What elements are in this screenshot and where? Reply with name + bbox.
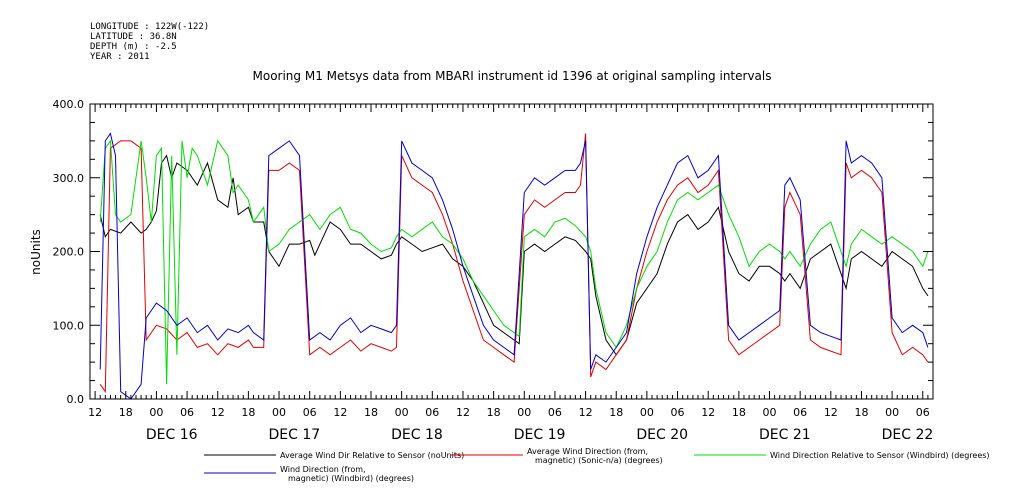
day-label: DEC 19 xyxy=(514,427,566,443)
series-layer xyxy=(99,132,929,399)
legend-label-2: magnetic) (Sonic-n/a) (degrees) xyxy=(535,456,663,465)
day-label: DEC 21 xyxy=(759,427,811,443)
y-axis: 0.0 100.0 200.0 300.0 400.0 xyxy=(53,98,933,406)
year-text: YEAR : 2011 xyxy=(90,52,150,62)
legend-label-4: Wind Direction (from, xyxy=(280,465,366,474)
x-tick-label: 12 xyxy=(88,406,102,419)
day-label: DEC 20 xyxy=(636,427,688,443)
day-label: DEC 17 xyxy=(269,427,321,443)
y-tick-label: 100.0 xyxy=(53,319,85,332)
x-axis: 12 18 00 06 12 18 00 06 12 18 00 06 12 18 00 06 12 18 00 06… xyxy=(88,104,934,443)
x-tick-label: 18 xyxy=(487,406,501,419)
x-tick-label: 06 xyxy=(180,406,194,419)
y-axis-label: noUnits xyxy=(29,229,43,275)
x-tick-label: 00 xyxy=(885,406,899,419)
x-tick-label: 06 xyxy=(793,406,807,419)
x-tick-label: 00 xyxy=(395,406,409,419)
series-line-1 xyxy=(99,154,929,356)
legend: Average Wind Dir Relative to Sensor (noU… xyxy=(204,447,990,483)
x-tick-label: 06 xyxy=(425,406,439,419)
x-tick-label: 12 xyxy=(579,406,593,419)
y-tick-label: 0.0 xyxy=(67,393,85,406)
x-tick-label: 00 xyxy=(763,406,777,419)
x-tick-label: 00 xyxy=(517,406,531,419)
x-tick-label: 00 xyxy=(272,406,286,419)
x-tick-label: 18 xyxy=(854,406,868,419)
metadata-block: LONGITUDE : 122W(-122) LATITUDE : 36.8N … xyxy=(90,22,209,62)
series-line-3 xyxy=(99,139,929,385)
x-tick-label: 06 xyxy=(671,406,685,419)
chart-title: Mooring M1 Metsys data from MBARI instru… xyxy=(253,69,772,83)
x-tick-label: 12 xyxy=(333,406,347,419)
legend-label-3: Wind Direction Relative to Sensor (Windb… xyxy=(770,451,990,460)
x-tick-label: 12 xyxy=(824,406,838,419)
y-tick-label: 300.0 xyxy=(53,172,85,185)
longitude-text: LONGITUDE : 122W(-122) xyxy=(90,22,210,32)
legend-label-2: Average Wind Direction (from, xyxy=(527,447,648,456)
x-tick-label: 18 xyxy=(119,406,133,419)
x-tick-label: 06 xyxy=(303,406,317,419)
legend-label-4: magnetic) (Windbird) (degrees) xyxy=(288,474,414,483)
depth-text: DEPTH (m) : -2.5 xyxy=(90,42,177,52)
x-tick-label: 12 xyxy=(211,406,225,419)
y-tick-label: 400.0 xyxy=(53,98,85,111)
series-line-2 xyxy=(99,133,929,394)
latitude-text: LATITUDE : 36.8N xyxy=(90,32,177,42)
series-line-4 xyxy=(99,132,929,399)
x-tick-label: 00 xyxy=(149,406,163,419)
x-tick-label: 18 xyxy=(241,406,255,419)
x-tick-label: 18 xyxy=(364,406,378,419)
x-tick-label: 18 xyxy=(609,406,623,419)
x-tick-label: 12 xyxy=(456,406,470,419)
day-label: DEC 16 xyxy=(146,427,198,443)
y-tick-label: 200.0 xyxy=(53,246,85,259)
legend-label-1: Average Wind Dir Relative to Sensor (noU… xyxy=(280,451,464,460)
x-tick-label: 00 xyxy=(640,406,654,419)
day-label: DEC 18 xyxy=(391,427,443,443)
day-label: DEC 22 xyxy=(882,427,934,443)
x-tick-label: 12 xyxy=(701,406,715,419)
x-tick-label: 06 xyxy=(548,406,562,419)
x-tick-label: 18 xyxy=(732,406,746,419)
x-tick-label: 06 xyxy=(916,406,930,419)
